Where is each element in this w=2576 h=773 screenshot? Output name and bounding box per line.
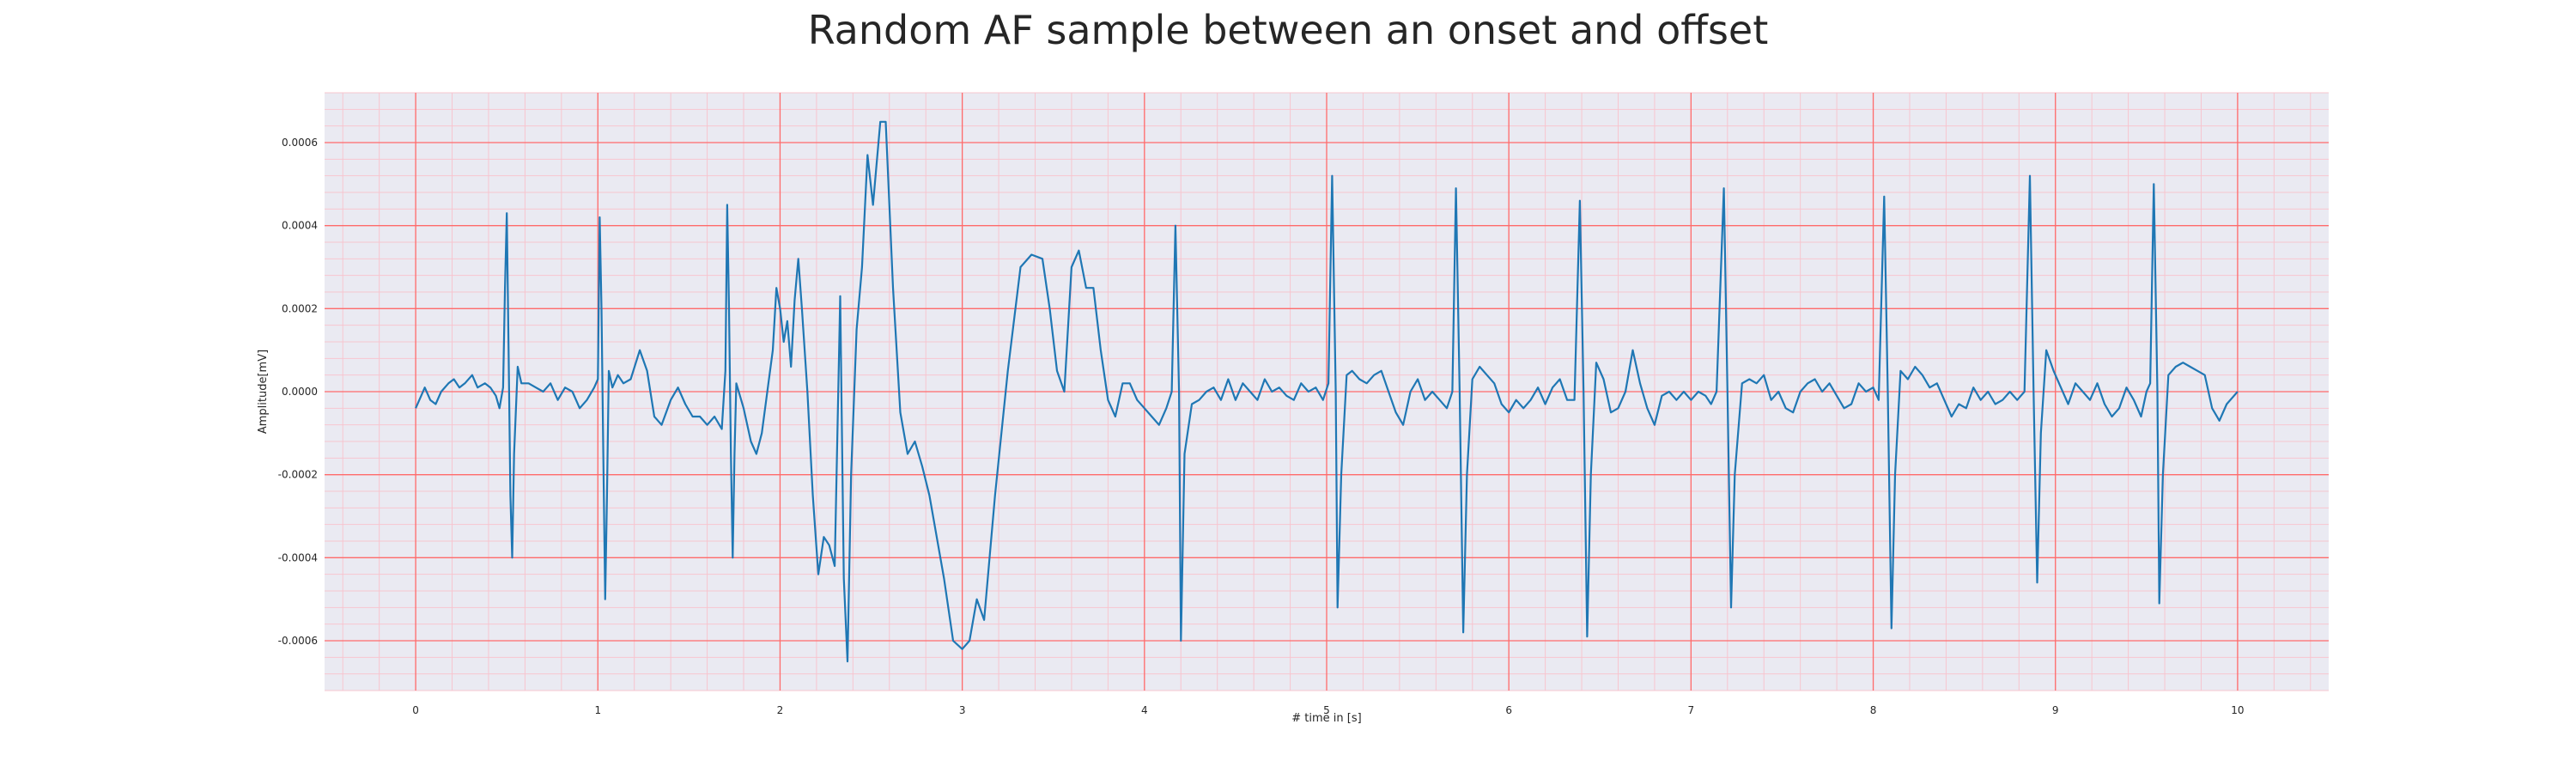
x-tick-label: 5 (1323, 704, 1330, 716)
y-tick-label: -0.0002 (278, 469, 318, 481)
x-tick-label: 0 (412, 704, 419, 716)
y-axis-label: Amplitude[mV] (257, 350, 270, 434)
y-tick-label: -0.0006 (278, 635, 318, 647)
x-tick-label: 1 (594, 704, 601, 716)
x-tick-label: 3 (959, 704, 966, 716)
y-tick-label: -0.0004 (278, 551, 318, 563)
x-axis: 0 1 2 3 4 5 6 7 8 9 10 (412, 704, 2244, 716)
y-tick-label: 0.0006 (282, 137, 318, 149)
chart-title: Random AF sample between an onset and of… (807, 7, 1769, 53)
x-tick-label: 6 (1505, 704, 1512, 716)
x-tick-label: 9 (2052, 704, 2059, 716)
x-tick-label: 2 (777, 704, 784, 716)
y-tick-label: 0.0002 (282, 302, 318, 314)
y-axis: -0.0006 -0.0004 -0.0002 0.0000 0.0002 0.0004 0… (278, 137, 318, 647)
y-tick-label: 0.0004 (282, 220, 318, 232)
y-tick-label: 0.0000 (282, 386, 318, 398)
series-line (415, 120, 2239, 663)
x-axis-label: # time in [s] (1291, 712, 1361, 725)
x-tick-label: 4 (1141, 704, 1148, 716)
x-tick-label: 8 (1870, 704, 1877, 716)
x-tick-label: 7 (1688, 704, 1695, 716)
x-tick-label: 10 (2231, 704, 2244, 716)
